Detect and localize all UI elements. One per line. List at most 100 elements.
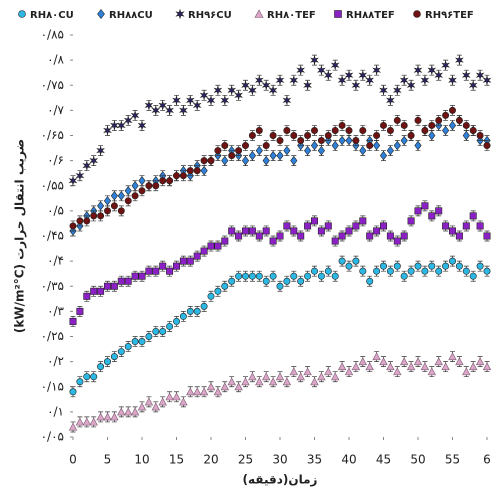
marker <box>117 191 125 201</box>
marker <box>89 417 98 426</box>
y-tick-label: ۰/۸۵ <box>41 28 64 42</box>
marker <box>261 80 271 91</box>
marker <box>427 65 437 76</box>
marker <box>82 160 92 171</box>
marker <box>262 155 270 166</box>
marker <box>282 95 292 106</box>
marker <box>372 65 381 76</box>
marker <box>165 105 174 116</box>
marker <box>214 287 222 295</box>
marker <box>97 287 105 295</box>
x-tick-label: 55 <box>445 453 460 467</box>
marker <box>296 372 305 381</box>
legend-label: RH۸۰TEF <box>267 10 316 21</box>
marker <box>289 75 299 86</box>
marker <box>392 85 402 96</box>
marker <box>248 132 256 140</box>
marker <box>248 272 256 280</box>
marker <box>455 262 463 270</box>
marker <box>75 417 85 426</box>
marker <box>310 140 319 151</box>
marker <box>199 90 209 101</box>
marker <box>103 125 112 136</box>
marker <box>420 362 430 371</box>
marker <box>442 262 450 270</box>
marker <box>117 348 125 356</box>
x-tick-label: 35 <box>307 453 322 467</box>
legend-label: RH۸۰CU <box>30 10 74 21</box>
marker <box>131 181 139 191</box>
marker <box>159 262 167 270</box>
marker <box>269 237 277 245</box>
marker <box>420 75 430 86</box>
y-tick-label: ۰/۰۵ <box>41 430 64 444</box>
marker <box>179 397 188 406</box>
marker <box>393 367 402 376</box>
marker <box>138 338 146 346</box>
marker <box>344 367 354 376</box>
x-tick-label: 45 <box>376 453 391 467</box>
legend-marker <box>413 10 421 18</box>
marker <box>379 262 387 270</box>
marker <box>413 65 423 76</box>
marker <box>90 373 98 381</box>
marker <box>104 358 112 366</box>
marker <box>469 272 477 280</box>
marker <box>173 262 181 270</box>
marker <box>428 262 436 270</box>
marker <box>290 155 298 166</box>
marker <box>338 257 346 265</box>
marker <box>428 130 436 141</box>
marker <box>359 267 367 275</box>
marker <box>207 242 215 250</box>
marker <box>110 191 118 201</box>
marker <box>462 222 470 230</box>
marker <box>358 357 368 366</box>
marker <box>220 95 230 106</box>
marker <box>131 272 139 280</box>
marker <box>145 267 153 275</box>
marker <box>483 232 491 240</box>
marker <box>276 282 284 290</box>
marker <box>462 367 471 376</box>
marker <box>324 267 332 275</box>
marker <box>482 75 492 86</box>
marker <box>441 362 450 371</box>
marker <box>207 292 215 300</box>
marker <box>448 106 456 114</box>
marker <box>276 137 284 145</box>
marker <box>255 272 263 280</box>
marker <box>462 130 470 141</box>
marker <box>172 392 181 401</box>
marker <box>428 121 436 129</box>
marker <box>373 227 381 235</box>
marker <box>331 237 339 245</box>
marker <box>221 142 229 150</box>
marker <box>359 217 367 225</box>
marker <box>475 357 485 366</box>
marker <box>145 332 153 340</box>
x-tick-label: 6 <box>483 453 491 467</box>
marker <box>166 177 174 185</box>
x-tick-label: 30 <box>272 453 287 467</box>
marker <box>103 412 112 421</box>
marker <box>117 407 126 416</box>
marker <box>428 212 436 220</box>
marker <box>179 312 187 320</box>
marker <box>97 201 105 211</box>
marker <box>254 75 264 86</box>
marker <box>276 232 284 240</box>
marker <box>275 75 285 86</box>
marker <box>110 412 119 421</box>
marker <box>200 165 208 176</box>
marker <box>442 125 450 136</box>
legend-label: RH۸۸TEF <box>346 10 395 21</box>
marker <box>434 70 444 81</box>
marker <box>110 202 118 210</box>
marker <box>448 352 457 361</box>
marker <box>97 363 105 371</box>
marker <box>228 152 236 160</box>
y-tick-label: ۰/۴۵ <box>41 229 64 243</box>
marker <box>242 272 250 280</box>
marker <box>124 343 132 351</box>
